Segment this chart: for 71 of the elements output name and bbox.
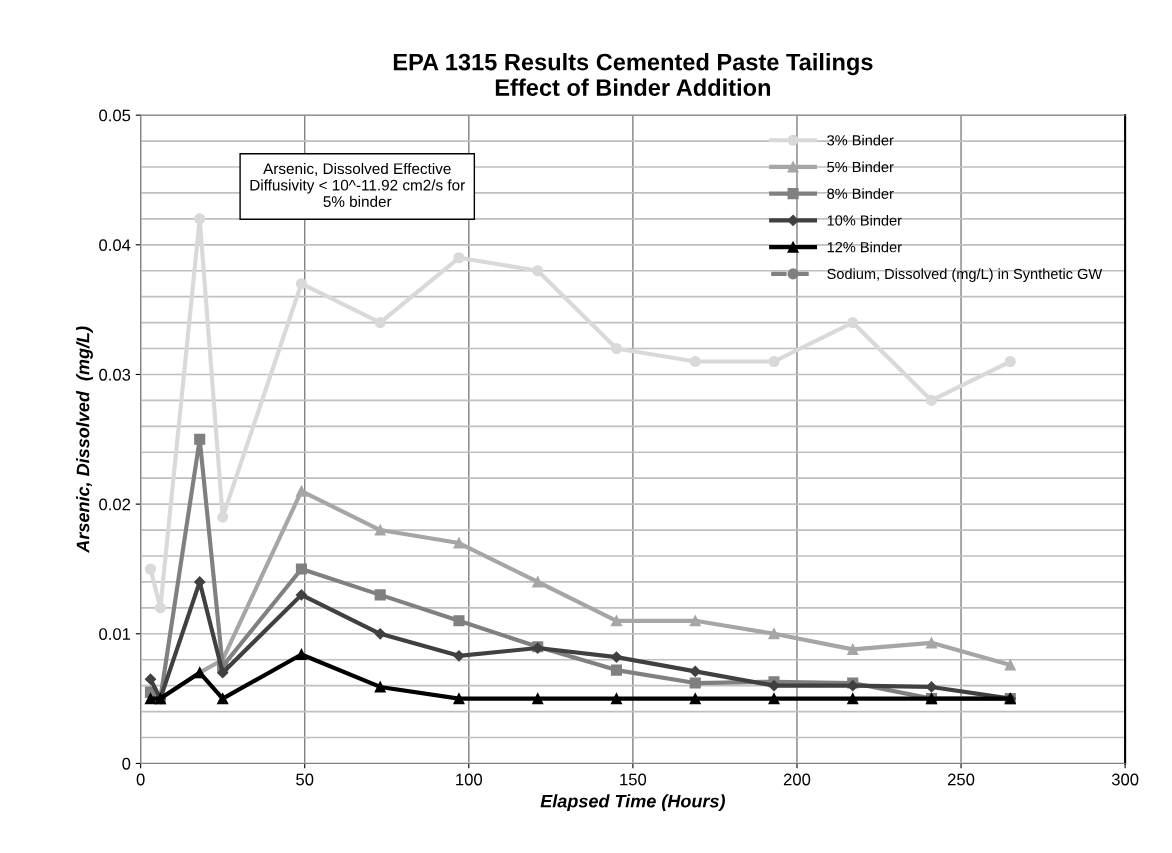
point bbox=[374, 681, 386, 693]
point bbox=[925, 394, 938, 406]
y-tick-label: 0 bbox=[122, 757, 131, 770]
point bbox=[295, 485, 307, 497]
x-tick-label: 200 bbox=[783, 773, 811, 786]
chart-title: EPA 1315 Results Cemented Paste Tailings Effect of Binder Addition bbox=[393, 53, 873, 96]
y-tick-label: 0.03 bbox=[99, 368, 131, 381]
point bbox=[610, 664, 623, 676]
point bbox=[689, 693, 701, 705]
y-tick-label: 0.04 bbox=[99, 239, 131, 252]
point bbox=[295, 563, 307, 575]
point bbox=[295, 589, 308, 601]
point bbox=[154, 602, 166, 614]
point bbox=[295, 648, 307, 661]
point bbox=[453, 537, 465, 549]
point bbox=[768, 693, 780, 705]
legend-label: 5% Binder bbox=[827, 161, 894, 173]
y-axis-title: Arsenic, Dissolved (mg/L) bbox=[76, 326, 93, 554]
point bbox=[689, 677, 701, 689]
point bbox=[610, 342, 623, 355]
point bbox=[610, 651, 623, 663]
point bbox=[610, 615, 623, 627]
point bbox=[689, 665, 701, 677]
point bbox=[144, 563, 157, 575]
legend-label: 8% Binder bbox=[827, 188, 894, 199]
point bbox=[847, 693, 859, 705]
point bbox=[1004, 355, 1016, 368]
x-tick-label: 300 bbox=[1111, 773, 1139, 786]
point bbox=[194, 433, 206, 445]
legend-label: 3% Binder bbox=[827, 134, 894, 146]
point bbox=[689, 355, 701, 368]
point bbox=[847, 643, 859, 655]
point bbox=[374, 317, 386, 329]
point bbox=[217, 511, 229, 523]
point bbox=[453, 650, 465, 662]
point bbox=[610, 693, 623, 705]
point bbox=[453, 615, 465, 627]
legend-label: 10% Binder bbox=[827, 214, 902, 226]
x-tick-label: 100 bbox=[456, 773, 483, 786]
point bbox=[925, 637, 938, 649]
point bbox=[453, 252, 465, 264]
point bbox=[532, 265, 544, 277]
point bbox=[532, 576, 544, 588]
point bbox=[144, 693, 157, 705]
point bbox=[768, 628, 780, 640]
point bbox=[194, 213, 206, 225]
point bbox=[453, 693, 465, 705]
point bbox=[1004, 659, 1016, 671]
point bbox=[374, 628, 386, 640]
x-tick-label: 0 bbox=[136, 773, 145, 786]
point bbox=[689, 615, 701, 627]
point bbox=[217, 667, 229, 679]
x-tick-label: 250 bbox=[947, 773, 975, 786]
annotation: Arsenic, Dissolved Effective Diffusivity < 10^-11.92 cm2/s for 5% binder bbox=[250, 162, 465, 208]
point bbox=[847, 317, 859, 329]
point bbox=[217, 693, 229, 705]
point bbox=[144, 673, 157, 685]
y-tick-label: 0.02 bbox=[99, 498, 131, 511]
x-tick-label: 150 bbox=[620, 773, 647, 786]
point bbox=[532, 693, 544, 705]
x-tick-label: 50 bbox=[296, 773, 314, 786]
y-tick-label: 0.05 bbox=[99, 109, 131, 122]
point bbox=[768, 680, 780, 692]
point bbox=[374, 589, 386, 601]
x-axis-title: Elapsed Time (Hours) bbox=[540, 794, 725, 812]
point bbox=[768, 355, 780, 368]
legend-label: Sodium, Dissolved (mg/L) in Synthetic GW bbox=[827, 268, 1103, 282]
point bbox=[374, 524, 386, 536]
legend-label: 12% Binder bbox=[827, 241, 902, 253]
y-tick-label: 0.01 bbox=[99, 628, 131, 640]
point bbox=[295, 278, 307, 290]
